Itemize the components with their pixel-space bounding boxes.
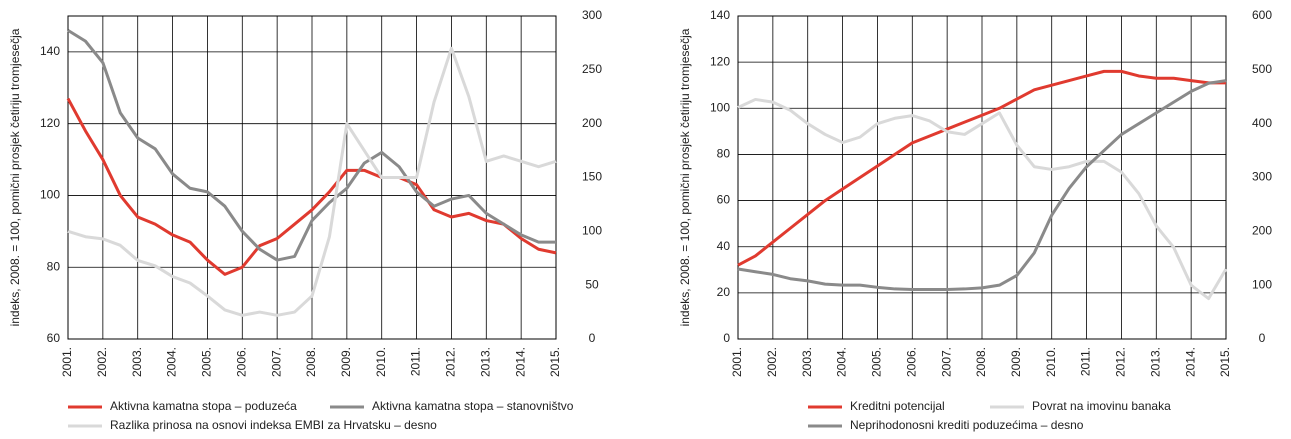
x-tick-label: 2005. — [870, 347, 884, 377]
y-tick-label: 100 — [710, 100, 730, 114]
series-line — [67, 46, 557, 317]
plot-frame — [737, 15, 1227, 340]
legend-label: Povrat na imovinu banaka — [1032, 399, 1171, 413]
y-tick-label: 60 — [47, 331, 61, 345]
legend-label: Aktivna kamatna stopa – poduzeća — [110, 399, 297, 413]
y2-tick-label: 0 — [1259, 331, 1266, 345]
y-tick-label: 120 — [710, 54, 730, 68]
series-line — [67, 29, 556, 262]
x-tick-label: 2004. — [835, 347, 849, 377]
y2-tick-label: 100 — [1252, 277, 1272, 291]
x-tick-label: 2012. — [444, 347, 458, 377]
y-axis-label: indeks, 2008. = 100, pomični prosjek čet… — [8, 28, 22, 326]
y2-tick-label: 200 — [582, 116, 602, 130]
x-tick-label: 2014. — [513, 347, 527, 377]
series-line — [737, 79, 1227, 291]
x-tick-label: 2007. — [939, 347, 953, 377]
x-tick-label: 2005. — [200, 347, 214, 377]
x-tick-label: 2007. — [269, 347, 283, 377]
y2-tick-label: 500 — [1252, 62, 1272, 76]
y2-tick-label: 300 — [1252, 170, 1272, 184]
y2-tick-label: 150 — [582, 170, 602, 184]
legend-label: Kreditni potencijal — [850, 399, 945, 413]
y2-tick-label: 300 — [582, 8, 602, 22]
x-tick-label: 2015. — [1218, 347, 1232, 377]
x-tick-label: 2002. — [95, 347, 109, 377]
y2-tick-label: 400 — [1252, 116, 1272, 130]
legend-label: Razlika prinosa na osnovi indeksa EMBI z… — [110, 418, 437, 432]
series-line — [737, 69, 1226, 267]
series-line — [737, 97, 1228, 301]
y-tick-label: 40 — [717, 239, 731, 253]
y-axis-label: indeks, 2008. = 100, pomični prosjek čet… — [678, 28, 692, 326]
y2-tick-label: 200 — [1252, 224, 1272, 238]
y2-tick-label: 600 — [1252, 8, 1272, 22]
y2-tick-label: 100 — [582, 224, 602, 238]
y-tick-label: 140 — [40, 44, 60, 58]
x-tick-label: 2001. — [60, 347, 74, 377]
y-tick-label: 0 — [723, 331, 730, 345]
y-tick-label: 60 — [717, 193, 731, 207]
y-tick-label: 120 — [40, 116, 60, 130]
y-tick-label: 20 — [717, 285, 731, 299]
x-tick-label: 2010. — [1044, 347, 1058, 377]
y-tick-label: 80 — [47, 259, 61, 273]
x-tick-label: 2004. — [165, 347, 179, 377]
x-tick-label: 2012. — [1114, 347, 1128, 377]
x-tick-label: 2003. — [130, 347, 144, 377]
x-tick-label: 2010. — [374, 347, 388, 377]
x-tick-label: 2014. — [1183, 347, 1197, 377]
x-tick-label: 2009. — [339, 347, 353, 377]
x-tick-label: 2015. — [548, 347, 562, 377]
x-tick-label: 2008. — [304, 347, 318, 377]
legend-label: Aktivna kamatna stopa – stanovništvo — [372, 399, 574, 413]
y-tick-label: 80 — [717, 147, 731, 161]
y-tick-label: 140 — [710, 8, 730, 22]
x-tick-label: 2006. — [904, 347, 918, 377]
series-line — [66, 97, 557, 276]
x-tick-label: 2008. — [974, 347, 988, 377]
x-tick-label: 2002. — [765, 347, 779, 377]
y-tick-label: 100 — [40, 188, 60, 202]
x-tick-label: 2011. — [409, 347, 423, 376]
y2-tick-label: 0 — [589, 331, 596, 345]
x-tick-label: 2001. — [730, 347, 744, 377]
plot-frame — [67, 15, 557, 340]
x-tick-label: 2011. — [1079, 347, 1093, 376]
y2-tick-label: 250 — [582, 62, 602, 76]
x-tick-label: 2003. — [800, 347, 814, 377]
x-tick-label: 2013. — [478, 347, 492, 377]
y2-tick-label: 50 — [585, 277, 599, 291]
x-tick-label: 2013. — [1148, 347, 1162, 377]
x-tick-label: 2006. — [234, 347, 248, 377]
legend-label: Neprihodonosni krediti poduzećima – desn… — [850, 418, 1084, 432]
x-tick-label: 2009. — [1009, 347, 1023, 377]
